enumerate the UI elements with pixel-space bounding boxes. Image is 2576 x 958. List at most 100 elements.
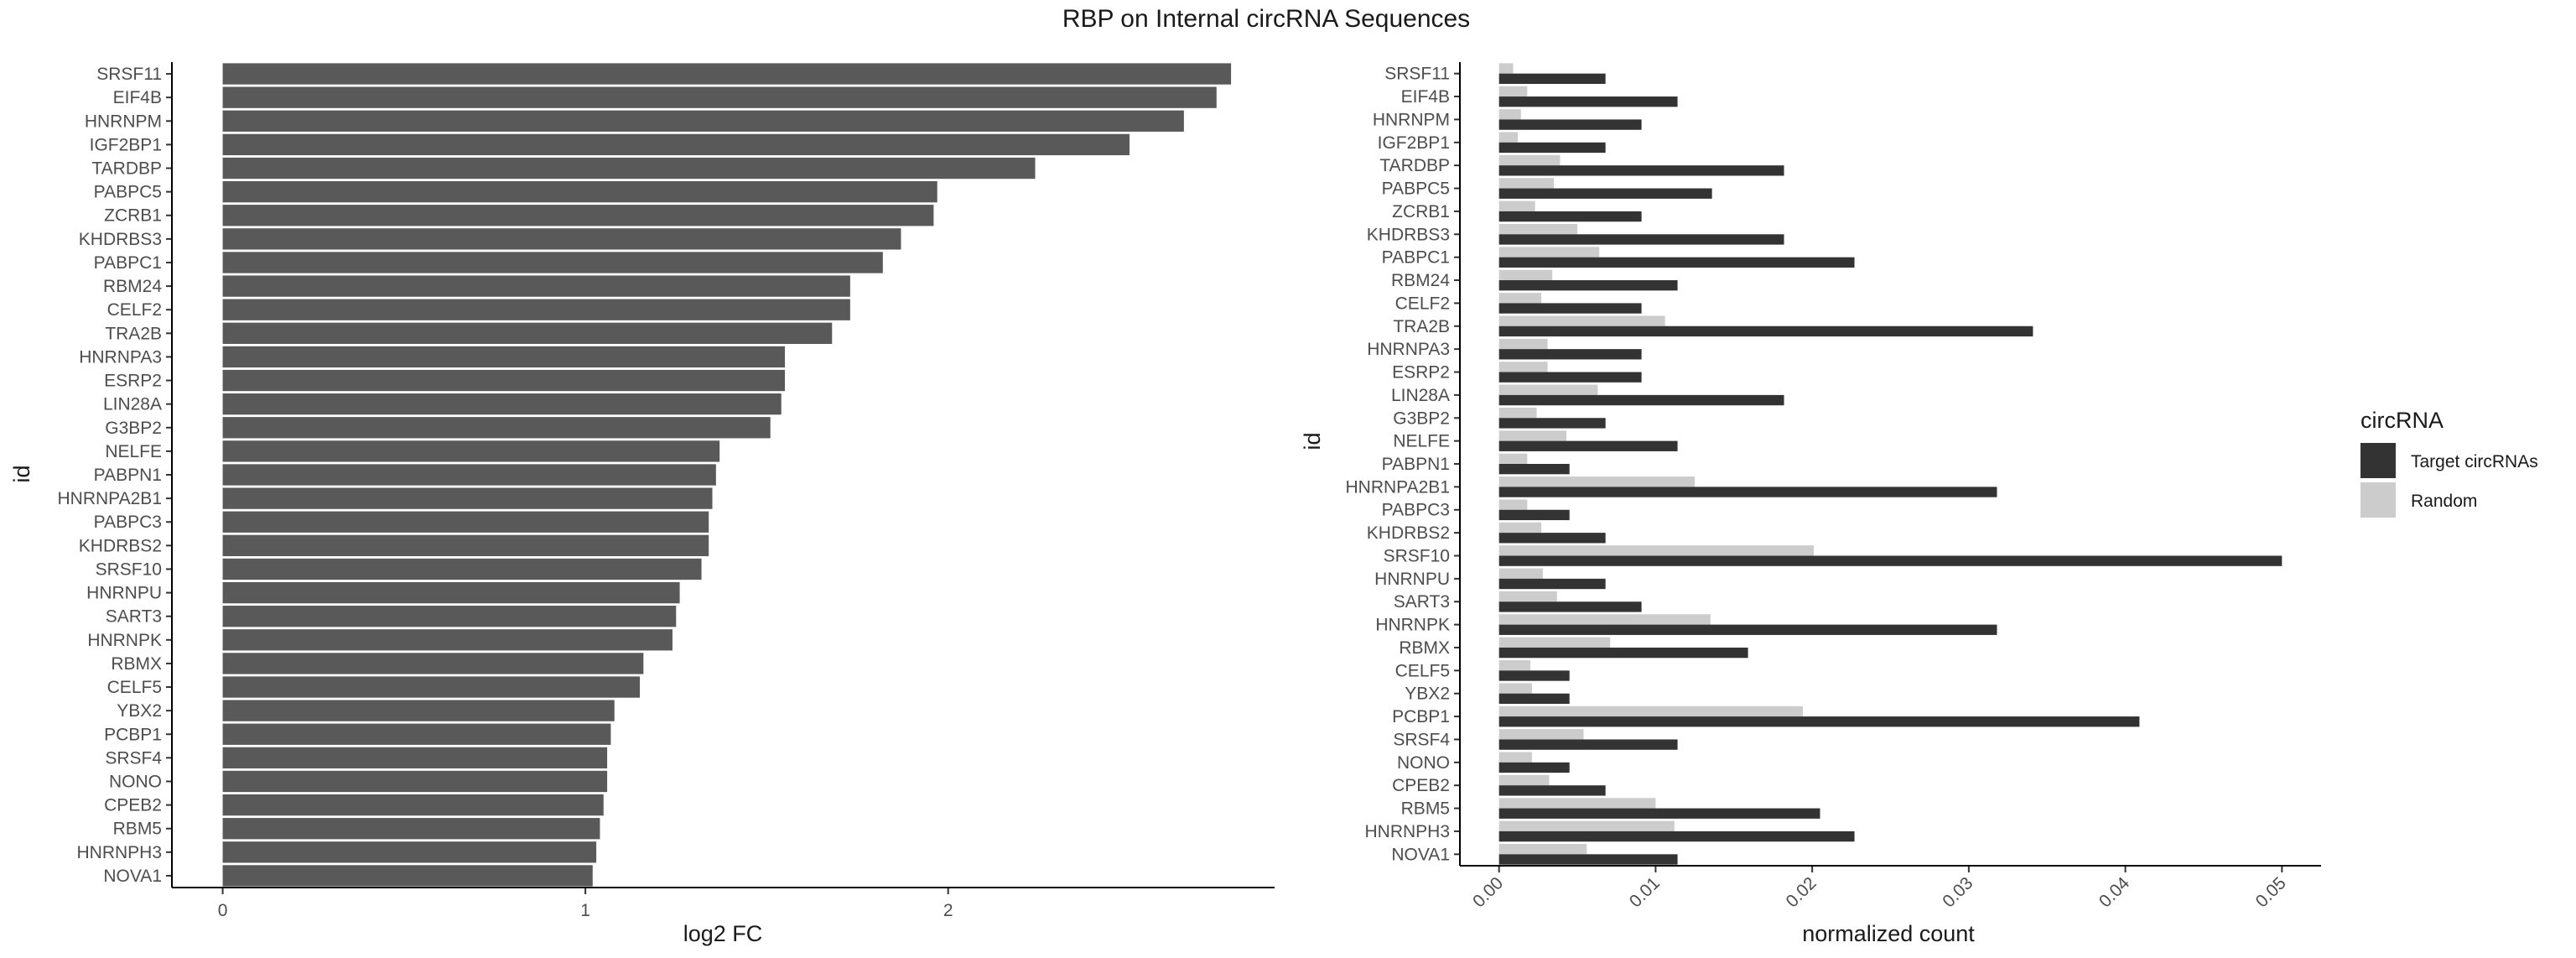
legend-title: circRNA — [2360, 408, 2444, 433]
left-y-axis-title: id — [9, 465, 34, 482]
y-tick-label-srsf4: SRSF4 — [105, 748, 162, 768]
bar-target-cpeb2 — [1498, 785, 1606, 796]
bar-random-pabpc1 — [1498, 247, 1600, 258]
bar-g3bp2 — [222, 417, 771, 439]
y-tick-label-srsf11: SRSF11 — [1384, 65, 1450, 84]
bar-target-nono — [1498, 762, 1570, 773]
legend-label-random: Random — [2411, 492, 2477, 511]
right-y-axis-title: id — [1300, 432, 1325, 450]
bar-target-eif4b — [1498, 96, 1678, 107]
y-tick-label-eif4b: EIF4B — [1401, 87, 1450, 107]
bar-random-hnrnpu — [1498, 568, 1543, 579]
bar-random-hnrnpa3 — [1498, 338, 1548, 350]
bar-target-hnrnpa3 — [1498, 349, 1642, 360]
bar-random-zcrb1 — [1498, 200, 1535, 211]
bar-khdrbs2 — [222, 534, 709, 556]
y-tick-label-ybx2: YBX2 — [117, 701, 162, 721]
bar-ybx2 — [222, 700, 615, 721]
bar-pabpc1 — [222, 252, 883, 273]
bar-target-srsf4 — [1498, 739, 1678, 750]
bar-target-nelfe — [1498, 440, 1678, 451]
bar-target-tardbp — [1498, 165, 1784, 176]
y-tick-label-tra2b: TRA2B — [1393, 317, 1450, 336]
bar-target-hnrnpm — [1498, 119, 1642, 130]
bar-random-cpeb2 — [1498, 774, 1550, 786]
y-tick-label-hnrnph3: HNRNPH3 — [1364, 822, 1450, 841]
bar-target-srsf11 — [1498, 73, 1606, 85]
bar-pabpn1 — [222, 464, 716, 486]
y-tick-label-sart3: SART3 — [1394, 592, 1450, 612]
y-tick-label-hnrnpa3: HNRNPA3 — [1367, 340, 1450, 359]
bar-sart3 — [222, 606, 677, 627]
bar-random-celf5 — [1498, 660, 1531, 671]
legend-swatch-target — [2360, 443, 2396, 478]
y-tick-label-celf5: CELF5 — [1395, 661, 1450, 680]
bar-target-rbm5 — [1498, 808, 1820, 819]
y-tick-label-sart3: SART3 — [106, 607, 162, 627]
bar-pabpc3 — [222, 511, 709, 533]
y-tick-label-rbmx: RBMX — [111, 654, 162, 674]
right-y-tick-labels: SRSF11 EIF4B HNRNPM IGF2BP1 TARDBP PABPC5 ZCRB… — [1346, 65, 1460, 864]
bar-target-pabpn1 — [1498, 464, 1570, 475]
y-tick-label-celf2: CELF2 — [107, 300, 162, 320]
bar-random-tra2b — [1498, 315, 1665, 326]
bar-target-tra2b — [1498, 325, 2033, 337]
bar-eif4b — [222, 86, 1217, 108]
bar-target-zcrb1 — [1498, 211, 1642, 222]
legend-label-target: Target circRNAs — [2411, 452, 2538, 471]
bar-pabpc5 — [222, 180, 937, 203]
y-tick-label-tra2b: TRA2B — [105, 324, 162, 343]
bar-khdrbs3 — [222, 228, 901, 250]
y-tick-label-pabpc5: PABPC5 — [1382, 180, 1450, 199]
y-tick-label-ybx2: YBX2 — [1405, 685, 1450, 704]
bar-target-celf2 — [1498, 303, 1642, 314]
bar-zcrb1 — [222, 205, 934, 226]
bar-random-sart3 — [1498, 591, 1557, 602]
y-tick-label-nelfe: NELFE — [105, 442, 162, 461]
bar-random-celf2 — [1498, 293, 1542, 304]
bar-target-pabpc1 — [1498, 257, 1855, 268]
bar-random-nelfe — [1498, 430, 1566, 441]
bar-srsf10 — [222, 558, 702, 581]
y-tick-label-pabpn1: PABPN1 — [1382, 455, 1450, 474]
bar-random-pabpn1 — [1498, 453, 1528, 464]
right-x-ticks: 0.00 0.01 0.02 0.03 0.04 0.05 — [1469, 866, 2290, 911]
y-tick-label-lin28a: LIN28A — [1391, 386, 1450, 405]
bar-random-pabpc3 — [1498, 499, 1528, 510]
y-tick-label-srsf4: SRSF4 — [1393, 730, 1450, 749]
bar-random-srsf4 — [1498, 729, 1584, 740]
legend-swatch-random — [2360, 482, 2396, 518]
bar-target-igf2bp1 — [1498, 142, 1606, 154]
legend: circRNA Target circRNAs Random — [2360, 408, 2538, 518]
y-tick-label-pabpc1: PABPC1 — [94, 253, 162, 273]
y-tick-label-hnrnpm: HNRNPM — [85, 112, 162, 131]
bar-nelfe — [222, 440, 720, 462]
y-tick-label-g3bp2: G3BP2 — [1393, 409, 1450, 428]
right-x-axis-title: normalized count — [1802, 921, 1975, 946]
y-tick-label-pcbp1: PCBP1 — [1392, 707, 1450, 726]
bar-pcbp1 — [222, 723, 611, 745]
left-x-axis-title: log2 FC — [683, 921, 763, 946]
bar-random-hnrnpa2b1 — [1498, 476, 1696, 487]
y-tick-label-pabpc3: PABPC3 — [1382, 501, 1450, 520]
bar-target-esrp2 — [1498, 372, 1642, 383]
y-tick-label-khdrbs2: KHDRBS2 — [79, 536, 162, 555]
y-tick-label-zcrb1: ZCRB1 — [104, 206, 162, 226]
bar-target-rbm24 — [1498, 280, 1678, 291]
bar-target-pcbp1 — [1498, 716, 2140, 727]
bar-rbm24 — [222, 275, 850, 297]
y-tick-label-nova1: NOVA1 — [103, 867, 162, 886]
bar-target-srsf10 — [1498, 555, 2283, 566]
y-tick-label-igf2bp1: IGF2BP1 — [1378, 133, 1450, 153]
bar-rbm5 — [222, 818, 600, 840]
y-tick-label-hnrnpu: HNRNPU — [86, 584, 162, 603]
bar-target-celf5 — [1498, 670, 1570, 681]
bar-target-pabpc3 — [1498, 509, 1570, 521]
right-bar-group — [1498, 63, 2283, 865]
y-tick-label-nelfe: NELFE — [1393, 432, 1450, 451]
y-tick-label-hnrnpa3: HNRNPA3 — [79, 347, 162, 367]
bar-target-sart3 — [1498, 601, 1642, 612]
y-tick-label-nono: NONO — [109, 772, 162, 791]
y-tick-label-cpeb2: CPEB2 — [104, 796, 162, 815]
x-tick-label: 0.02 — [1783, 873, 1820, 911]
